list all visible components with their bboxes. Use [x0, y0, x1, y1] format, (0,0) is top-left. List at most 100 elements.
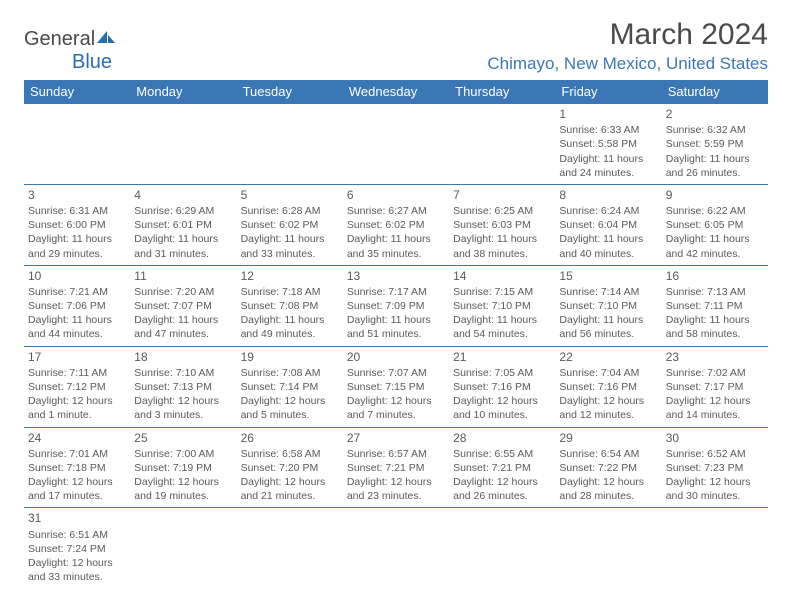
- calendar-cell: 12Sunrise: 7:18 AMSunset: 7:08 PMDayligh…: [237, 265, 343, 346]
- sunset-text: Sunset: 7:21 PM: [453, 461, 551, 475]
- sunset-text: Sunset: 7:19 PM: [134, 461, 232, 475]
- sunset-text: Sunset: 7:07 PM: [134, 299, 232, 313]
- sunset-text: Sunset: 7:10 PM: [453, 299, 551, 313]
- day-number: 13: [347, 268, 445, 284]
- sunrise-text: Sunrise: 6:25 AM: [453, 204, 551, 218]
- daylight-text: Daylight: 12 hours and 7 minutes.: [347, 394, 445, 422]
- daylight-text: Daylight: 12 hours and 1 minute.: [28, 394, 126, 422]
- weekday-header: Wednesday: [343, 80, 449, 104]
- logo-sail-icon: [95, 28, 117, 51]
- day-number: 30: [666, 430, 764, 446]
- day-number: 17: [28, 349, 126, 365]
- daylight-text: Daylight: 12 hours and 30 minutes.: [666, 475, 764, 503]
- daylight-text: Daylight: 11 hours and 29 minutes.: [28, 232, 126, 260]
- daylight-text: Daylight: 11 hours and 33 minutes.: [241, 232, 339, 260]
- daylight-text: Daylight: 11 hours and 40 minutes.: [559, 232, 657, 260]
- daylight-text: Daylight: 12 hours and 19 minutes.: [134, 475, 232, 503]
- day-number: 21: [453, 349, 551, 365]
- calendar-row: 10Sunrise: 7:21 AMSunset: 7:06 PMDayligh…: [24, 265, 768, 346]
- daylight-text: Daylight: 11 hours and 58 minutes.: [666, 313, 764, 341]
- calendar-row: 17Sunrise: 7:11 AMSunset: 7:12 PMDayligh…: [24, 346, 768, 427]
- weekday-header: Tuesday: [237, 80, 343, 104]
- calendar-row: 3Sunrise: 6:31 AMSunset: 6:00 PMDaylight…: [24, 184, 768, 265]
- sunset-text: Sunset: 6:02 PM: [347, 218, 445, 232]
- day-number: 26: [241, 430, 339, 446]
- day-number: 11: [134, 268, 232, 284]
- calendar-cell: 18Sunrise: 7:10 AMSunset: 7:13 PMDayligh…: [130, 346, 236, 427]
- sunset-text: Sunset: 6:00 PM: [28, 218, 126, 232]
- day-number: 3: [28, 187, 126, 203]
- sunset-text: Sunset: 7:06 PM: [28, 299, 126, 313]
- sunrise-text: Sunrise: 6:27 AM: [347, 204, 445, 218]
- sunrise-text: Sunrise: 7:15 AM: [453, 285, 551, 299]
- calendar-cell: 21Sunrise: 7:05 AMSunset: 7:16 PMDayligh…: [449, 346, 555, 427]
- daylight-text: Daylight: 11 hours and 51 minutes.: [347, 313, 445, 341]
- daylight-text: Daylight: 12 hours and 5 minutes.: [241, 394, 339, 422]
- title-block: March 2024 Chimayo, New Mexico, United S…: [487, 18, 768, 74]
- calendar-cell: 27Sunrise: 6:57 AMSunset: 7:21 PMDayligh…: [343, 427, 449, 508]
- day-number: 8: [559, 187, 657, 203]
- calendar-body: 1Sunrise: 6:33 AMSunset: 5:58 PMDaylight…: [24, 104, 768, 589]
- calendar-cell: [237, 104, 343, 185]
- weekday-header-row: SundayMondayTuesdayWednesdayThursdayFrid…: [24, 80, 768, 104]
- daylight-text: Daylight: 11 hours and 31 minutes.: [134, 232, 232, 260]
- daylight-text: Daylight: 11 hours and 56 minutes.: [559, 313, 657, 341]
- daylight-text: Daylight: 12 hours and 21 minutes.: [241, 475, 339, 503]
- sunset-text: Sunset: 7:09 PM: [347, 299, 445, 313]
- calendar-cell: 28Sunrise: 6:55 AMSunset: 7:21 PMDayligh…: [449, 427, 555, 508]
- sunset-text: Sunset: 7:17 PM: [666, 380, 764, 394]
- daylight-text: Daylight: 11 hours and 54 minutes.: [453, 313, 551, 341]
- sunset-text: Sunset: 7:16 PM: [559, 380, 657, 394]
- sunset-text: Sunset: 7:14 PM: [241, 380, 339, 394]
- sunset-text: Sunset: 7:08 PM: [241, 299, 339, 313]
- calendar-cell: [449, 104, 555, 185]
- sunrise-text: Sunrise: 7:13 AM: [666, 285, 764, 299]
- sunrise-text: Sunrise: 6:51 AM: [28, 528, 126, 542]
- logo-text: GeneralBlue: [24, 28, 117, 74]
- calendar-cell: 3Sunrise: 6:31 AMSunset: 6:00 PMDaylight…: [24, 184, 130, 265]
- calendar-cell: [343, 508, 449, 588]
- sunrise-text: Sunrise: 6:33 AM: [559, 123, 657, 137]
- sunset-text: Sunset: 7:13 PM: [134, 380, 232, 394]
- daylight-text: Daylight: 12 hours and 26 minutes.: [453, 475, 551, 503]
- calendar-cell: 6Sunrise: 6:27 AMSunset: 6:02 PMDaylight…: [343, 184, 449, 265]
- sunrise-text: Sunrise: 6:58 AM: [241, 447, 339, 461]
- day-number: 5: [241, 187, 339, 203]
- sunset-text: Sunset: 7:18 PM: [28, 461, 126, 475]
- calendar-cell: 8Sunrise: 6:24 AMSunset: 6:04 PMDaylight…: [555, 184, 661, 265]
- sunrise-text: Sunrise: 7:05 AM: [453, 366, 551, 380]
- calendar-cell: 5Sunrise: 6:28 AMSunset: 6:02 PMDaylight…: [237, 184, 343, 265]
- day-number: 1: [559, 106, 657, 122]
- calendar-cell: 2Sunrise: 6:32 AMSunset: 5:59 PMDaylight…: [662, 104, 768, 185]
- day-number: 20: [347, 349, 445, 365]
- sunset-text: Sunset: 7:23 PM: [666, 461, 764, 475]
- daylight-text: Daylight: 11 hours and 47 minutes.: [134, 313, 232, 341]
- day-number: 29: [559, 430, 657, 446]
- sunrise-text: Sunrise: 6:29 AM: [134, 204, 232, 218]
- calendar-cell: 24Sunrise: 7:01 AMSunset: 7:18 PMDayligh…: [24, 427, 130, 508]
- sunrise-text: Sunrise: 6:28 AM: [241, 204, 339, 218]
- sunrise-text: Sunrise: 7:00 AM: [134, 447, 232, 461]
- weekday-header: Monday: [130, 80, 236, 104]
- month-title: March 2024: [487, 18, 768, 52]
- sunset-text: Sunset: 6:04 PM: [559, 218, 657, 232]
- sunset-text: Sunset: 7:16 PM: [453, 380, 551, 394]
- day-number: 31: [28, 510, 126, 526]
- sunset-text: Sunset: 7:24 PM: [28, 542, 126, 556]
- calendar-cell: [237, 508, 343, 588]
- sunrise-text: Sunrise: 6:24 AM: [559, 204, 657, 218]
- calendar-cell: [343, 104, 449, 185]
- sunset-text: Sunset: 7:20 PM: [241, 461, 339, 475]
- calendar-cell: 4Sunrise: 6:29 AMSunset: 6:01 PMDaylight…: [130, 184, 236, 265]
- calendar-cell: 17Sunrise: 7:11 AMSunset: 7:12 PMDayligh…: [24, 346, 130, 427]
- calendar-cell: 31Sunrise: 6:51 AMSunset: 7:24 PMDayligh…: [24, 508, 130, 588]
- sunset-text: Sunset: 7:12 PM: [28, 380, 126, 394]
- daylight-text: Daylight: 12 hours and 28 minutes.: [559, 475, 657, 503]
- logo-blue: Blue: [72, 51, 112, 73]
- day-number: 22: [559, 349, 657, 365]
- daylight-text: Daylight: 11 hours and 24 minutes.: [559, 152, 657, 180]
- daylight-text: Daylight: 11 hours and 38 minutes.: [453, 232, 551, 260]
- calendar-cell: 10Sunrise: 7:21 AMSunset: 7:06 PMDayligh…: [24, 265, 130, 346]
- sunrise-text: Sunrise: 6:22 AM: [666, 204, 764, 218]
- calendar-cell: [24, 104, 130, 185]
